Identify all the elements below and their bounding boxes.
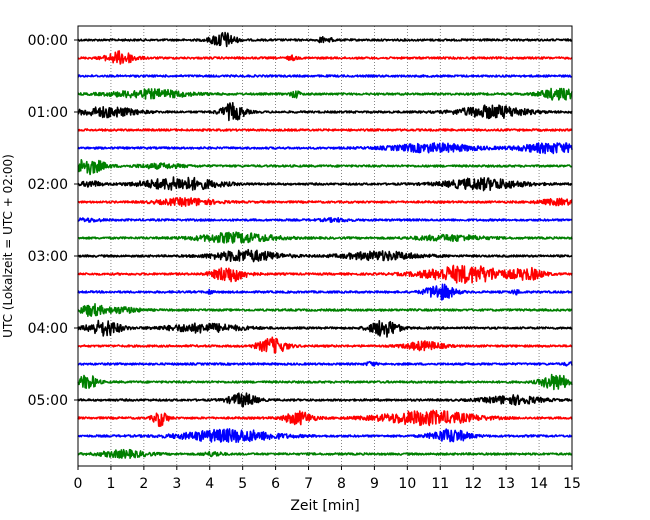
- seismogram-trace: [77, 128, 573, 132]
- x-tick-label: 2: [139, 476, 148, 492]
- x-tick-label: 5: [238, 476, 247, 492]
- x-tick-label: 1: [106, 476, 115, 492]
- seismogram-trace: [77, 231, 573, 244]
- x-tick-label: 12: [464, 476, 482, 492]
- seismogram-trace: [77, 159, 573, 176]
- x-tick-label: 0: [74, 476, 83, 492]
- y-tick-label: 02:00: [28, 177, 68, 193]
- seismogram-trace: [77, 319, 573, 338]
- seismogram-trace: [77, 176, 573, 192]
- seismogram-trace: [77, 74, 573, 78]
- x-tick-label: 15: [563, 476, 581, 492]
- grid-lines: [110, 26, 540, 466]
- y-tick-label: 03:00: [28, 249, 68, 265]
- seismogram-trace: [77, 196, 573, 207]
- x-tick-label: 7: [304, 476, 313, 492]
- x-tick-label: 14: [530, 476, 548, 492]
- x-tick-label: 4: [205, 476, 214, 492]
- plot-frame: [77, 25, 573, 467]
- x-tick-label: 6: [271, 476, 280, 492]
- seismogram-trace: [77, 264, 573, 284]
- seismogram-trace: [77, 360, 573, 367]
- x-tick-label: 9: [370, 476, 379, 492]
- seismogram-trace: [77, 283, 573, 301]
- seismogram-trace: [77, 336, 573, 354]
- y-tick-label: 04:00: [28, 321, 68, 337]
- x-axis-ticks: 0 1 2 3 4 5 6 7 8 9 10 11 12 13 14 15: [74, 466, 581, 492]
- y-tick-label: 05:00: [28, 393, 68, 409]
- trace-group: [77, 31, 573, 459]
- y-axis-ticks: 00:00 01:00 02:00 03:00 04:00 05:00: [28, 33, 78, 409]
- seismogram-trace: [77, 142, 573, 155]
- seismogram-trace: [77, 248, 573, 263]
- x-axis-label: Zeit [min]: [290, 498, 359, 514]
- seismogram-trace: [77, 303, 573, 317]
- seismogram-trace: [77, 448, 573, 459]
- x-tick-label: 11: [431, 476, 449, 492]
- y-axis-label: UTC (Lokalzeit = UTC + 02:00): [1, 154, 15, 338]
- seismogram-trace: [77, 50, 573, 65]
- seismogram-trace: [77, 31, 573, 48]
- seismogram-trace: [77, 216, 573, 223]
- seismogram-trace: [77, 392, 573, 408]
- x-tick-label: 13: [497, 476, 515, 492]
- y-tick-label: 00:00: [28, 33, 68, 49]
- seismogram-trace: [77, 409, 573, 428]
- x-tick-label: 10: [398, 476, 416, 492]
- x-tick-label: 8: [337, 476, 346, 492]
- seismogram-trace: [77, 87, 573, 101]
- seismogram-trace: [77, 428, 573, 443]
- x-tick-label: 3: [172, 476, 181, 492]
- y-tick-label: 01:00: [28, 105, 68, 121]
- seismogram-trace: [77, 373, 573, 391]
- seismogram-trace: [77, 102, 573, 122]
